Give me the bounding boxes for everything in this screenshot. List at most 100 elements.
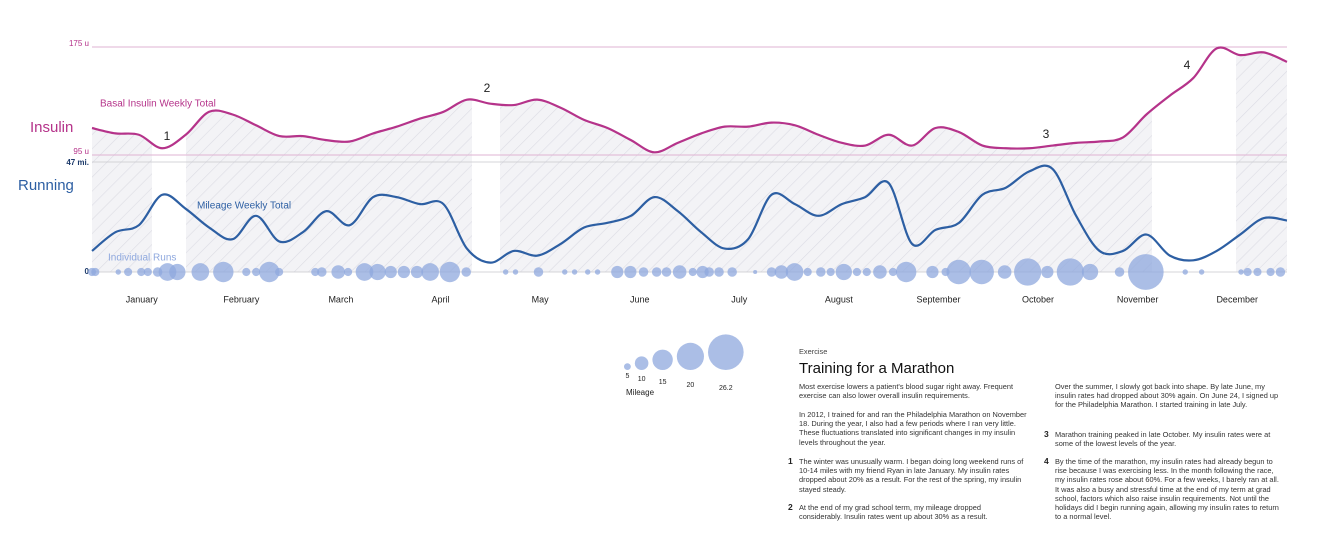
y2-tick-label: 47 mi. [66, 158, 89, 167]
run-bubble [169, 263, 186, 281]
run-bubble [1128, 254, 1164, 290]
paragraph: Most exercise lowers a patient's blood s… [799, 382, 1014, 401]
run-bubble [1243, 267, 1252, 277]
note-number: 1 [788, 456, 793, 466]
y-tick-label: 95 u [73, 147, 89, 156]
run-bubble [611, 265, 624, 279]
legend-label: 10 [638, 376, 646, 383]
article-title: Training for a Marathon [799, 360, 955, 377]
note-text: At the end of my grad school term, my mi… [799, 503, 988, 522]
run-bubble [1253, 267, 1262, 277]
size-legend-title: Mileage [626, 388, 655, 397]
hatched-area [92, 47, 1287, 272]
run-bubble [410, 265, 424, 279]
run-bubble [397, 265, 411, 279]
run-bubble [585, 269, 591, 275]
run-bubble [1238, 269, 1244, 275]
series-label: Individual Runs [108, 253, 176, 264]
run-bubble [439, 261, 461, 283]
run-bubble [124, 267, 133, 277]
run-bubble [766, 267, 777, 277]
run-bubble [1041, 265, 1054, 279]
note-text: By the time of the marathon, my insulin … [1055, 457, 1279, 522]
note-text: Marathon training peaked in late October… [1055, 430, 1271, 449]
run-bubble [502, 269, 509, 275]
y2-axis-title: Running [18, 177, 74, 194]
run-bubble [1275, 267, 1286, 277]
x-tick-label: November [1117, 294, 1159, 304]
run-bubble [895, 261, 917, 283]
run-bubble [873, 265, 887, 279]
run-bubble [774, 265, 789, 279]
x-tick-label: September [916, 294, 960, 304]
run-bubble [317, 267, 327, 277]
run-bubble [1198, 269, 1205, 275]
annotation: 3 [1043, 127, 1050, 141]
note-number: 2 [788, 502, 793, 512]
note: 2 At the end of my grad school term, my m… [788, 502, 1024, 522]
run-bubble [275, 267, 284, 277]
run-bubble [638, 267, 649, 277]
run-bubble [533, 267, 544, 277]
run-bubble [594, 269, 601, 275]
run-bubble [785, 263, 804, 281]
x-tick-label: April [432, 294, 450, 304]
run-bubble [852, 267, 862, 277]
run-bubble [753, 269, 758, 275]
series-label: Mileage Weekly Total [197, 201, 291, 212]
run-bubble [1014, 258, 1042, 286]
run-bubble [143, 267, 152, 277]
paragraph: In 2012, I trained for and ran the Phila… [799, 410, 1027, 447]
run-bubble [714, 267, 724, 277]
run-bubble [242, 267, 251, 277]
annotation: 2 [484, 81, 491, 95]
note: 4 By the time of the marathon, my insulin… [1044, 456, 1280, 522]
run-bubble [1182, 269, 1188, 275]
run-bubble [384, 265, 397, 279]
run-bubble [369, 263, 386, 281]
run-bubble [862, 267, 871, 277]
run-bubble [704, 267, 714, 277]
run-bubble [571, 269, 578, 275]
annotation: 4 [1184, 58, 1191, 72]
run-bubble [512, 269, 519, 275]
run-bubble [651, 267, 662, 277]
note-number: 3 [1044, 429, 1049, 439]
x-tick-label: December [1216, 294, 1258, 304]
run-bubble [421, 263, 439, 281]
run-bubble [1114, 267, 1125, 277]
run-bubble [259, 261, 280, 283]
series-label: Basal Insulin Weekly Total [100, 99, 216, 110]
run-bubble [311, 267, 320, 277]
note-text: The winter was unusually warm. I began d… [799, 457, 1024, 494]
run-bubble [461, 267, 472, 277]
legend-label: 5 [625, 373, 629, 380]
run-bubble [727, 267, 737, 277]
legend-label: 15 [659, 379, 667, 386]
run-bubble [1056, 258, 1084, 286]
note-number: 4 [1044, 456, 1049, 466]
run-bubble [997, 265, 1012, 279]
x-tick-label: August [825, 294, 854, 304]
y-axis-title: Insulin [30, 119, 73, 136]
run-bubble [1081, 263, 1099, 281]
run-bubble [137, 267, 146, 277]
legend-bubble [652, 349, 673, 370]
run-bubble [252, 267, 261, 277]
legend-bubble [676, 342, 705, 370]
x-tick-label: January [126, 294, 159, 304]
run-bubble [562, 269, 568, 275]
x-tick-label: May [532, 294, 550, 304]
y-tick-label: 175 u [69, 39, 89, 48]
legend-bubble [624, 363, 631, 370]
run-bubble [191, 263, 210, 281]
run-bubble [926, 265, 939, 279]
run-bubble [946, 259, 971, 285]
run-bubble [115, 269, 121, 275]
legend-label: 26.2 [719, 385, 733, 392]
run-bubble [331, 265, 346, 279]
run-bubble [343, 267, 353, 277]
annotation: 1 [164, 129, 171, 143]
